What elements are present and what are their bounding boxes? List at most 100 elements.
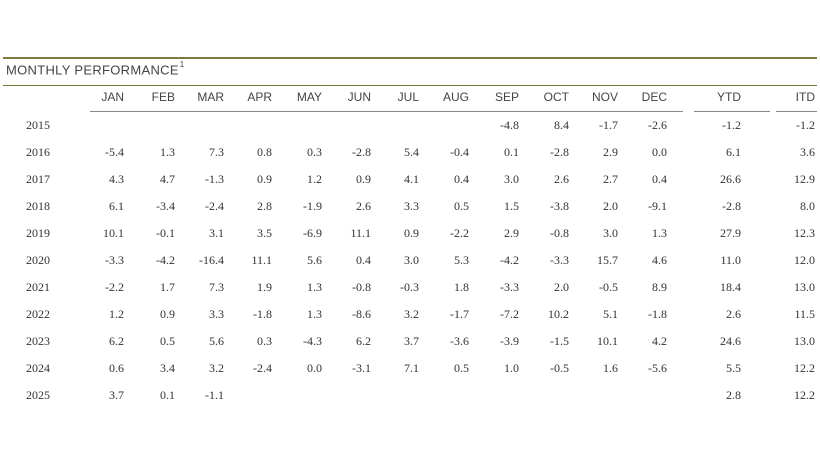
cell-2016-oct: -2.8 xyxy=(550,145,569,159)
cell-2023-jan: 6.2 xyxy=(109,334,124,348)
cell-2020-itd: 12.0 xyxy=(794,253,815,267)
cell-2024-feb: 3.4 xyxy=(160,361,175,375)
column-header-jun: JUN xyxy=(347,90,371,104)
cell-2024-mar: 3.2 xyxy=(209,361,224,375)
cell-2018-dec: -9.1 xyxy=(648,199,667,213)
cell-2019-itd: 12.3 xyxy=(794,226,815,240)
cell-2017-aug: 0.4 xyxy=(454,172,469,186)
cell-2023-ytd: 24.6 xyxy=(720,334,741,348)
column-header-apr: APR xyxy=(247,90,272,104)
cell-2023-oct: -1.5 xyxy=(550,334,569,348)
header-rule xyxy=(3,85,817,86)
cell-2021-aug: 1.8 xyxy=(454,280,469,294)
column-header-nov: NOV xyxy=(591,90,618,104)
cell-2016-nov: 2.9 xyxy=(603,145,618,159)
cell-2020-sep: -4.2 xyxy=(500,253,519,267)
cell-2024-jan: 0.6 xyxy=(109,361,124,375)
cell-2016-may: 0.3 xyxy=(307,145,322,159)
cell-2024-apr: -2.4 xyxy=(253,361,272,375)
cell-2019-sep: 2.9 xyxy=(504,226,519,240)
cell-2016-ytd: 6.1 xyxy=(726,145,741,159)
cell-2017-mar: -1.3 xyxy=(205,172,224,186)
cell-2021-dec: 8.9 xyxy=(652,280,667,294)
cell-2021-feb: 1.7 xyxy=(160,280,175,294)
cell-2017-feb: 4.7 xyxy=(160,172,175,186)
cell-2025-feb: 0.1 xyxy=(160,388,175,402)
cell-2021-oct: 2.0 xyxy=(554,280,569,294)
cell-2019-apr: 3.5 xyxy=(257,226,272,240)
cell-2019-jun: 11.1 xyxy=(350,226,371,240)
cell-2019-jan: 10.1 xyxy=(103,226,124,240)
cell-2016-dec: 0.0 xyxy=(652,145,667,159)
cell-2016-jan: -5.4 xyxy=(105,145,124,159)
cell-2016-aug: -0.4 xyxy=(450,145,469,159)
column-header-oct: OCT xyxy=(543,90,569,104)
cell-2020-may: 5.6 xyxy=(307,253,322,267)
cell-2022-sep: -7.2 xyxy=(500,307,519,321)
cell-2017-itd: 12.9 xyxy=(794,172,815,186)
cell-2018-itd: 8.0 xyxy=(800,199,815,213)
cell-2022-oct: 10.2 xyxy=(548,307,569,321)
cell-2015-nov: -1.7 xyxy=(599,118,618,132)
cell-2022-nov: 5.1 xyxy=(603,307,618,321)
cell-2022-jun: -8.6 xyxy=(352,307,371,321)
cell-2023-apr: 0.3 xyxy=(257,334,272,348)
cell-2020-feb: -4.2 xyxy=(156,253,175,267)
cell-2021-sep: -3.3 xyxy=(500,280,519,294)
cell-2016-mar: 7.3 xyxy=(209,145,224,159)
row-year-2020: 2020 xyxy=(26,253,50,267)
cell-2020-apr: 11.1 xyxy=(251,253,272,267)
cell-2016-jun: -2.8 xyxy=(352,145,371,159)
cell-2022-jan: 1.2 xyxy=(109,307,124,321)
cell-2022-apr: -1.8 xyxy=(253,307,272,321)
cell-2018-apr: 2.8 xyxy=(257,199,272,213)
cell-2016-apr: 0.8 xyxy=(257,145,272,159)
column-header-ytd: YTD xyxy=(717,90,741,104)
cell-2018-nov: 2.0 xyxy=(603,199,618,213)
cell-2018-jan: 6.1 xyxy=(109,199,124,213)
cell-2020-dec: 4.6 xyxy=(652,253,667,267)
cell-2021-itd: 13.0 xyxy=(794,280,815,294)
column-header-dec: DEC xyxy=(641,90,667,104)
cell-2017-may: 1.2 xyxy=(307,172,322,186)
cell-2016-sep: 0.1 xyxy=(504,145,519,159)
cell-2019-jul: 0.9 xyxy=(404,226,419,240)
cell-2019-aug: -2.2 xyxy=(450,226,469,240)
row-year-2024: 2024 xyxy=(26,361,50,375)
column-header-jul: JUL xyxy=(397,90,419,104)
cell-2022-jul: 3.2 xyxy=(404,307,419,321)
column-header-feb: FEB xyxy=(151,90,175,104)
cell-2024-may: 0.0 xyxy=(307,361,322,375)
cell-2016-itd: 3.6 xyxy=(800,145,815,159)
cell-2022-aug: -1.7 xyxy=(450,307,469,321)
cell-2017-jun: 0.9 xyxy=(356,172,371,186)
cell-2015-itd: -1.2 xyxy=(796,118,815,132)
cell-2019-feb: -0.1 xyxy=(156,226,175,240)
cell-2023-may: -4.3 xyxy=(303,334,322,348)
row-year-2021: 2021 xyxy=(26,280,50,294)
cell-2023-feb: 0.5 xyxy=(160,334,175,348)
cell-2021-jun: -0.8 xyxy=(352,280,371,294)
cell-2024-ytd: 5.5 xyxy=(726,361,741,375)
cell-2018-jul: 3.3 xyxy=(404,199,419,213)
cell-2017-jul: 4.1 xyxy=(404,172,419,186)
cell-2016-feb: 1.3 xyxy=(160,145,175,159)
cell-2023-nov: 10.1 xyxy=(597,334,618,348)
cell-2018-sep: 1.5 xyxy=(504,199,519,213)
cell-2024-aug: 0.5 xyxy=(454,361,469,375)
cell-2019-mar: 3.1 xyxy=(209,226,224,240)
table-title: MONTHLY PERFORMANCE1 xyxy=(6,60,185,77)
column-header-itd: ITD xyxy=(795,90,815,104)
cell-2020-ytd: 11.0 xyxy=(720,253,741,267)
cell-2020-aug: 5.3 xyxy=(454,253,469,267)
cell-2018-may: -1.9 xyxy=(303,199,322,213)
cell-2021-jan: -2.2 xyxy=(105,280,124,294)
cell-2018-jun: 2.6 xyxy=(356,199,371,213)
cell-2022-mar: 3.3 xyxy=(209,307,224,321)
cell-2023-jun: 6.2 xyxy=(356,334,371,348)
cell-2018-oct: -3.8 xyxy=(550,199,569,213)
cell-2018-feb: -3.4 xyxy=(156,199,175,213)
cell-2018-ytd: -2.8 xyxy=(722,199,741,213)
cell-2021-nov: -0.5 xyxy=(599,280,618,294)
cell-2017-jan: 4.3 xyxy=(109,172,124,186)
